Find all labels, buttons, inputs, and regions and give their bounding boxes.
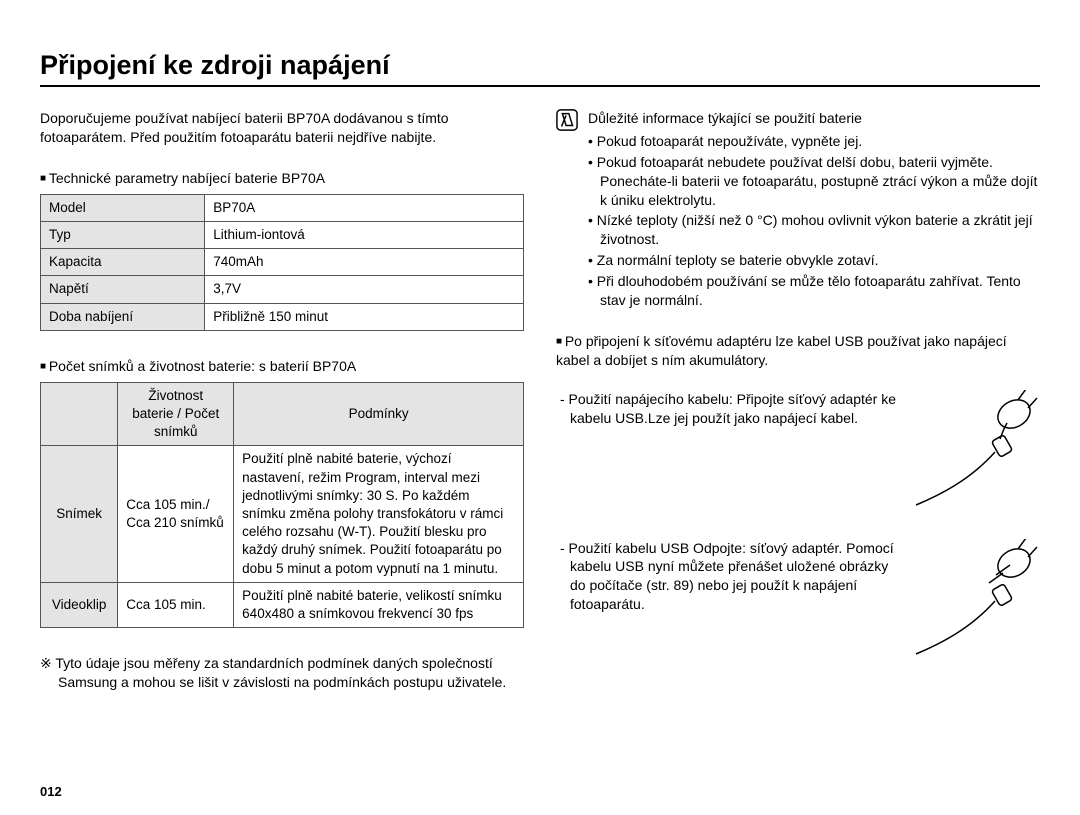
spec-key: Typ <box>41 221 205 248</box>
life-mode: Snímek <box>41 446 118 583</box>
cable-usb-icon <box>910 539 1040 664</box>
table-row: Doba nabíjeníPřibližně 150 minut <box>41 303 524 330</box>
spec-key: Model <box>41 194 205 221</box>
usage-text: - Použití napájecího kabelu: Připojte sí… <box>556 390 900 428</box>
usage-power-cable: - Použití napájecího kabelu: Připojte sí… <box>556 390 1040 515</box>
info-box: Důležité informace týkající se použití b… <box>556 109 1040 312</box>
life-mode: Videoklip <box>41 582 118 627</box>
two-column-layout: Doporučujeme používat nabíjecí baterii B… <box>40 109 1040 692</box>
footnote: ※ Tyto údaje jsou měřeny za standardních… <box>40 654 524 692</box>
battery-life-table: Životnost baterie / Počet snímků Podmínk… <box>40 382 524 629</box>
table-row: Videoklip Cca 105 min. Použití plně nabi… <box>41 582 524 627</box>
info-list: Důležité informace týkající se použití b… <box>588 109 1040 312</box>
adapter-note: Po připojení k síťovému adaptéru lze kab… <box>556 332 1040 370</box>
table-row: Napětí3,7V <box>41 276 524 303</box>
spec-val: 740mAh <box>205 249 524 276</box>
spec-val: Lithium-iontová <box>205 221 524 248</box>
spec-heading: Technické parametry nabíjecí baterie BP7… <box>40 169 524 188</box>
life-conditions: Použití plně nabité baterie, velikostí s… <box>234 582 524 627</box>
life-conditions: Použití plně nabité baterie, výchozí nas… <box>234 446 524 583</box>
info-lead: Důležité informace týkající se použití b… <box>588 109 1040 128</box>
note-icon <box>556 109 578 131</box>
info-item: Pokud fotoaparát nebudete používat delší… <box>588 153 1040 210</box>
intro-paragraph: Doporučujeme používat nabíjecí baterii B… <box>40 109 524 147</box>
col-conditions: Podmínky <box>234 382 524 446</box>
spec-key: Napětí <box>41 276 205 303</box>
life-value: Cca 105 min. <box>118 582 234 627</box>
table-row: TypLithium-iontová <box>41 221 524 248</box>
usage-usb-cable: - Použití kabelu USB Odpojte: síťový ada… <box>556 539 1040 664</box>
info-item: Nízké teploty (nižší než 0 °C) mohou ovl… <box>588 211 1040 249</box>
life-value: Cca 105 min./ Cca 210 snímků <box>118 446 234 583</box>
spec-key: Doba nabíjení <box>41 303 205 330</box>
usage-text: - Použití kabelu USB Odpojte: síťový ada… <box>556 539 900 615</box>
spec-val: BP70A <box>205 194 524 221</box>
table-row: Kapacita740mAh <box>41 249 524 276</box>
spec-val: Přibližně 150 minut <box>205 303 524 330</box>
table-row: ModelBP70A <box>41 194 524 221</box>
info-item: Za normální teploty se baterie obvykle z… <box>588 251 1040 270</box>
spec-val: 3,7V <box>205 276 524 303</box>
info-item: Pokud fotoaparát nepoužíváte, vypněte je… <box>588 132 1040 151</box>
col-life: Životnost baterie / Počet snímků <box>118 382 234 446</box>
col-blank <box>41 382 118 446</box>
left-column: Doporučujeme používat nabíjecí baterii B… <box>40 109 524 692</box>
table-row: Snímek Cca 105 min./ Cca 210 snímků Použ… <box>41 446 524 583</box>
page-number: 012 <box>40 784 62 799</box>
page-title: Připojení ke zdroji napájení <box>40 50 1040 87</box>
info-item: Při dlouhodobém používání se může tělo f… <box>588 272 1040 310</box>
right-column: Důležité informace týkající se použití b… <box>556 109 1040 692</box>
life-heading: Počet snímků a životnost baterie: s bate… <box>40 357 524 376</box>
table-header-row: Životnost baterie / Počet snímků Podmínk… <box>41 382 524 446</box>
spec-key: Kapacita <box>41 249 205 276</box>
spec-table: ModelBP70A TypLithium-iontová Kapacita74… <box>40 194 524 331</box>
cable-plug-icon <box>910 390 1040 515</box>
